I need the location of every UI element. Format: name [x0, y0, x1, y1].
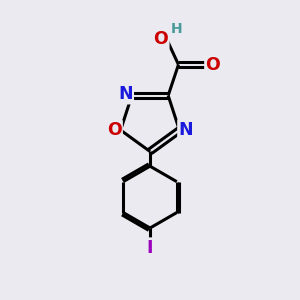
Text: O: O [153, 30, 168, 48]
Text: N: N [178, 121, 193, 139]
Text: O: O [206, 56, 220, 74]
Text: O: O [107, 121, 122, 139]
Text: N: N [118, 85, 133, 103]
Text: I: I [147, 239, 153, 257]
Text: H: H [171, 22, 182, 36]
